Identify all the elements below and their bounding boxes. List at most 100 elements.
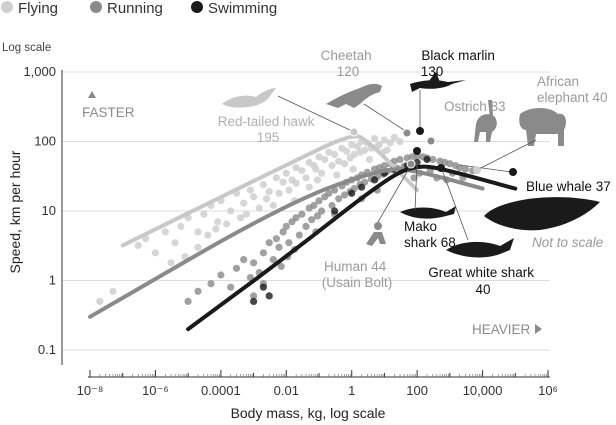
label-mako-shark-line1: Mako — [404, 219, 437, 234]
point-running — [456, 164, 464, 172]
point-flying — [214, 218, 222, 226]
point-running — [269, 256, 277, 264]
point-swimming — [348, 189, 356, 197]
fit-line-swimming — [186, 164, 518, 332]
point-running — [207, 280, 215, 288]
fit-line-running — [88, 167, 485, 319]
point-running — [194, 287, 202, 295]
label-cheetah-name: Cheetah — [321, 48, 372, 63]
point-flying — [315, 153, 323, 161]
faster-arrow-icon — [88, 91, 96, 98]
point-flying — [265, 188, 273, 196]
fit-line-flying — [120, 134, 420, 248]
point-flying — [333, 171, 341, 179]
point-flying — [305, 183, 313, 191]
annotation-leaders — [277, 90, 537, 241]
point-swimming — [371, 176, 379, 184]
label-cheetah: Cheetah 120 — [321, 48, 376, 79]
point-flying — [328, 162, 336, 170]
point-flying — [200, 210, 208, 218]
point-running — [429, 155, 437, 164]
heavier-arrow-icon — [535, 324, 542, 334]
point-flying — [325, 148, 333, 156]
y-tick-label: 1 — [49, 273, 56, 288]
label-black-marlin-value: 130 — [421, 64, 444, 79]
label-red-tailed-hawk-name: Red-tailed hawk — [218, 114, 315, 129]
point-flying — [204, 231, 212, 239]
point-running — [315, 197, 323, 205]
label-ostrich-text: Ostrich 83 — [444, 99, 506, 114]
point-running — [328, 201, 336, 210]
point-running — [292, 214, 300, 222]
legend-label-swimming: Swimming — [208, 0, 277, 17]
point-swimming — [259, 283, 267, 291]
point-flying — [246, 186, 254, 194]
point-flying — [343, 147, 351, 155]
y-tick-label: 10 — [42, 203, 56, 218]
point-running — [265, 239, 273, 247]
label-blue-whale-text: Blue whale 37 — [526, 179, 611, 194]
point-flying — [279, 178, 287, 186]
point-flying — [313, 176, 322, 184]
point-flying — [151, 249, 159, 257]
point-flying — [383, 146, 391, 154]
human-runner-icon — [366, 222, 386, 246]
y-tick-label: 1,000 — [23, 64, 56, 79]
point-running — [318, 207, 326, 215]
faster-label: FASTER — [82, 105, 135, 120]
point-flying — [390, 133, 398, 141]
point-running — [335, 195, 343, 203]
x-axis-title: Body mass, kg, log scale — [231, 405, 386, 421]
point-flying — [134, 241, 142, 249]
point-flying — [161, 228, 169, 236]
point-flying — [348, 141, 356, 149]
point-flying — [396, 137, 404, 146]
point-great-white-shark — [437, 164, 445, 172]
point-running — [298, 210, 306, 218]
point-running — [396, 155, 404, 164]
fit-lines — [88, 134, 518, 332]
hawk-icon — [222, 88, 276, 108]
point-black-marlin — [416, 127, 424, 135]
point-cheetah — [402, 128, 412, 138]
label-african-elephant-line2: elephant 40 — [537, 90, 608, 105]
legend: Flying Running Swimming — [1, 0, 277, 17]
point-flying — [269, 201, 277, 210]
heavier-label: HEAVIER — [472, 322, 531, 337]
point-flying — [194, 243, 202, 251]
mako-shark-icon — [400, 206, 456, 219]
point-flying — [242, 210, 250, 218]
point-running — [227, 283, 235, 291]
x-tick-label: 100 — [406, 383, 428, 398]
point-running — [461, 165, 470, 173]
label-mako-shark-line2: shark 68 — [404, 235, 456, 250]
point-flying — [272, 174, 280, 182]
point-flying — [227, 207, 235, 215]
point-red-tailed-hawk — [349, 127, 359, 137]
point-flying — [312, 165, 320, 173]
x-tick-label: 10⁻⁸ — [77, 383, 104, 398]
point-flying — [353, 142, 362, 150]
label-red-tailed-hawk-value: 195 — [257, 130, 280, 145]
label-great-white-shark: Great white shark 40 — [428, 265, 538, 297]
x-tick-label: 10⁻⁶ — [142, 383, 169, 398]
point-flying — [223, 220, 231, 228]
point-running — [295, 231, 303, 239]
label-human-name: Human 44 — [324, 259, 387, 274]
not-to-scale-note: Not to scale — [532, 235, 603, 250]
legend-label-running: Running — [107, 0, 163, 17]
point-flying — [292, 164, 300, 172]
point-flying — [285, 186, 293, 194]
point-running — [277, 262, 285, 270]
x-tick-label: 10,000 — [463, 383, 503, 398]
label-african-elephant: African elephant 40 — [537, 74, 608, 105]
point-running — [240, 256, 248, 264]
point-flying — [365, 155, 374, 164]
point-running — [272, 235, 280, 243]
point-running — [340, 191, 349, 199]
blue-whale-icon — [484, 197, 600, 231]
point-running — [325, 189, 333, 197]
legend-marker-running — [90, 1, 102, 13]
point-running — [282, 222, 290, 230]
